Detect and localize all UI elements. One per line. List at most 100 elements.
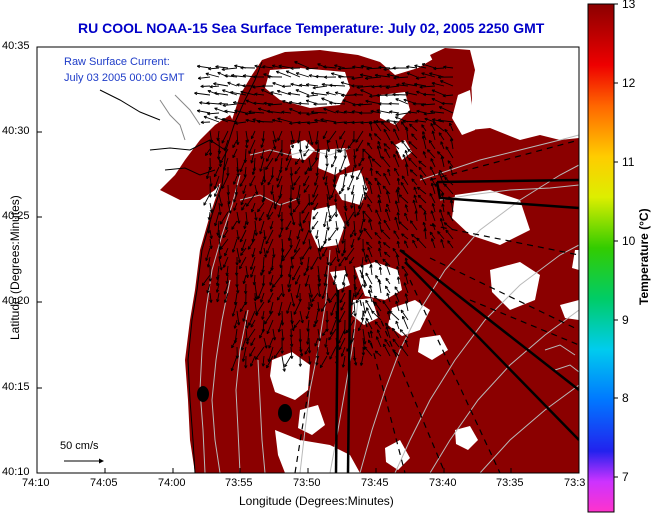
- current-vector-head: [284, 364, 288, 368]
- current-vector: [339, 139, 346, 153]
- current-vector: [417, 194, 427, 204]
- current-vector: [299, 346, 303, 357]
- current-vector-head: [194, 92, 198, 96]
- current-vector: [363, 228, 373, 240]
- current-vector-head: [378, 266, 381, 270]
- current-vector-head: [288, 101, 292, 105]
- current-vector: [250, 337, 256, 346]
- current-vector-head: [246, 325, 249, 329]
- current-vector-head: [437, 231, 439, 235]
- current-vector-head: [269, 282, 273, 286]
- current-vector: [262, 130, 265, 142]
- current-vector: [365, 76, 382, 79]
- current-vector-head: [311, 303, 313, 308]
- current-vector: [209, 229, 213, 239]
- x-tick-label: 73:45: [361, 477, 389, 489]
- current-vector-head: [277, 138, 281, 142]
- current-vector-head: [374, 74, 378, 78]
- current-vector: [389, 310, 400, 321]
- current-vector: [248, 111, 265, 114]
- current-vector: [357, 103, 373, 106]
- current-vector-head: [221, 118, 225, 122]
- current-vector-head: [293, 183, 297, 186]
- current-vector-head: [330, 332, 334, 335]
- current-vector: [227, 82, 238, 87]
- current-vector-head: [423, 211, 426, 215]
- current-vector-head: [374, 260, 377, 264]
- current-vector-head: [301, 261, 304, 266]
- current-vector-head: [386, 74, 390, 77]
- current-vector-head: [373, 133, 376, 137]
- current-vector: [406, 66, 418, 69]
- current-vector: [374, 232, 382, 240]
- current-vector: [343, 111, 355, 114]
- current-vector: [407, 148, 418, 159]
- current-vector: [403, 282, 409, 294]
- current-vector-head: [299, 84, 303, 88]
- current-vector: [205, 148, 211, 156]
- current-vector-head: [378, 103, 382, 106]
- current-vector-head: [221, 203, 223, 207]
- current-vector: [224, 75, 238, 78]
- current-vector: [232, 238, 238, 253]
- current-vector: [306, 83, 319, 87]
- current-vector: [281, 355, 286, 372]
- current-vector: [357, 229, 364, 241]
- current-vector: [308, 157, 312, 171]
- current-vector-head: [341, 94, 345, 98]
- current-vector-head: [328, 300, 333, 304]
- current-vector: [225, 220, 229, 230]
- current-vector: [430, 111, 445, 114]
- current-vector-head: [233, 208, 237, 211]
- current-vector: [302, 211, 310, 224]
- current-vector: [330, 184, 337, 199]
- current-vector: [242, 346, 247, 362]
- current-vector: [201, 274, 211, 286]
- current-vector-head: [318, 308, 321, 312]
- current-vector: [267, 211, 274, 220]
- current-vector: [346, 337, 355, 352]
- current-vector-head: [285, 168, 289, 171]
- current-vector: [404, 273, 409, 285]
- current-vector-head: [223, 168, 227, 171]
- current-vector: [335, 355, 338, 365]
- current-vector: [231, 220, 238, 230]
- current-vector-head: [260, 272, 264, 276]
- current-vector-head: [392, 349, 395, 353]
- current-vector-head: [277, 118, 281, 121]
- current-vector-head: [329, 196, 332, 200]
- current-vector-head: [206, 102, 210, 105]
- current-vector-head: [221, 140, 225, 144]
- current-vector: [393, 128, 400, 141]
- current-vector: [311, 111, 328, 114]
- current-vector-head: [247, 139, 250, 143]
- current-vector-head: [266, 251, 270, 254]
- current-vector-head: [380, 121, 383, 125]
- current-vector: [337, 328, 346, 344]
- current-vector-head: [344, 331, 347, 335]
- current-vector-head: [234, 123, 238, 125]
- current-vector: [383, 343, 391, 357]
- current-vector: [397, 276, 400, 285]
- current-vector: [267, 103, 283, 106]
- current-vector: [307, 121, 319, 124]
- current-vector: [281, 247, 284, 259]
- current-vector-head: [220, 160, 224, 164]
- current-vector-head: [430, 111, 434, 114]
- current-vector: [245, 112, 256, 115]
- current-vector-head: [339, 300, 343, 304]
- current-vector: [242, 310, 247, 322]
- current-vector: [383, 242, 391, 249]
- current-vector: [438, 132, 445, 141]
- current-vector: [443, 183, 454, 195]
- current-vector-head: [299, 298, 302, 302]
- current-vector: [245, 328, 249, 345]
- current-vector-head: [388, 310, 391, 314]
- current-vector-head: [313, 103, 317, 106]
- current-vector-head: [259, 335, 263, 339]
- current-vector: [430, 123, 436, 132]
- x-tick-label: 74:00: [158, 477, 186, 489]
- current-vector-head: [339, 137, 343, 140]
- current-vector-head: [281, 111, 285, 114]
- x-tick-label: 74:05: [90, 477, 118, 489]
